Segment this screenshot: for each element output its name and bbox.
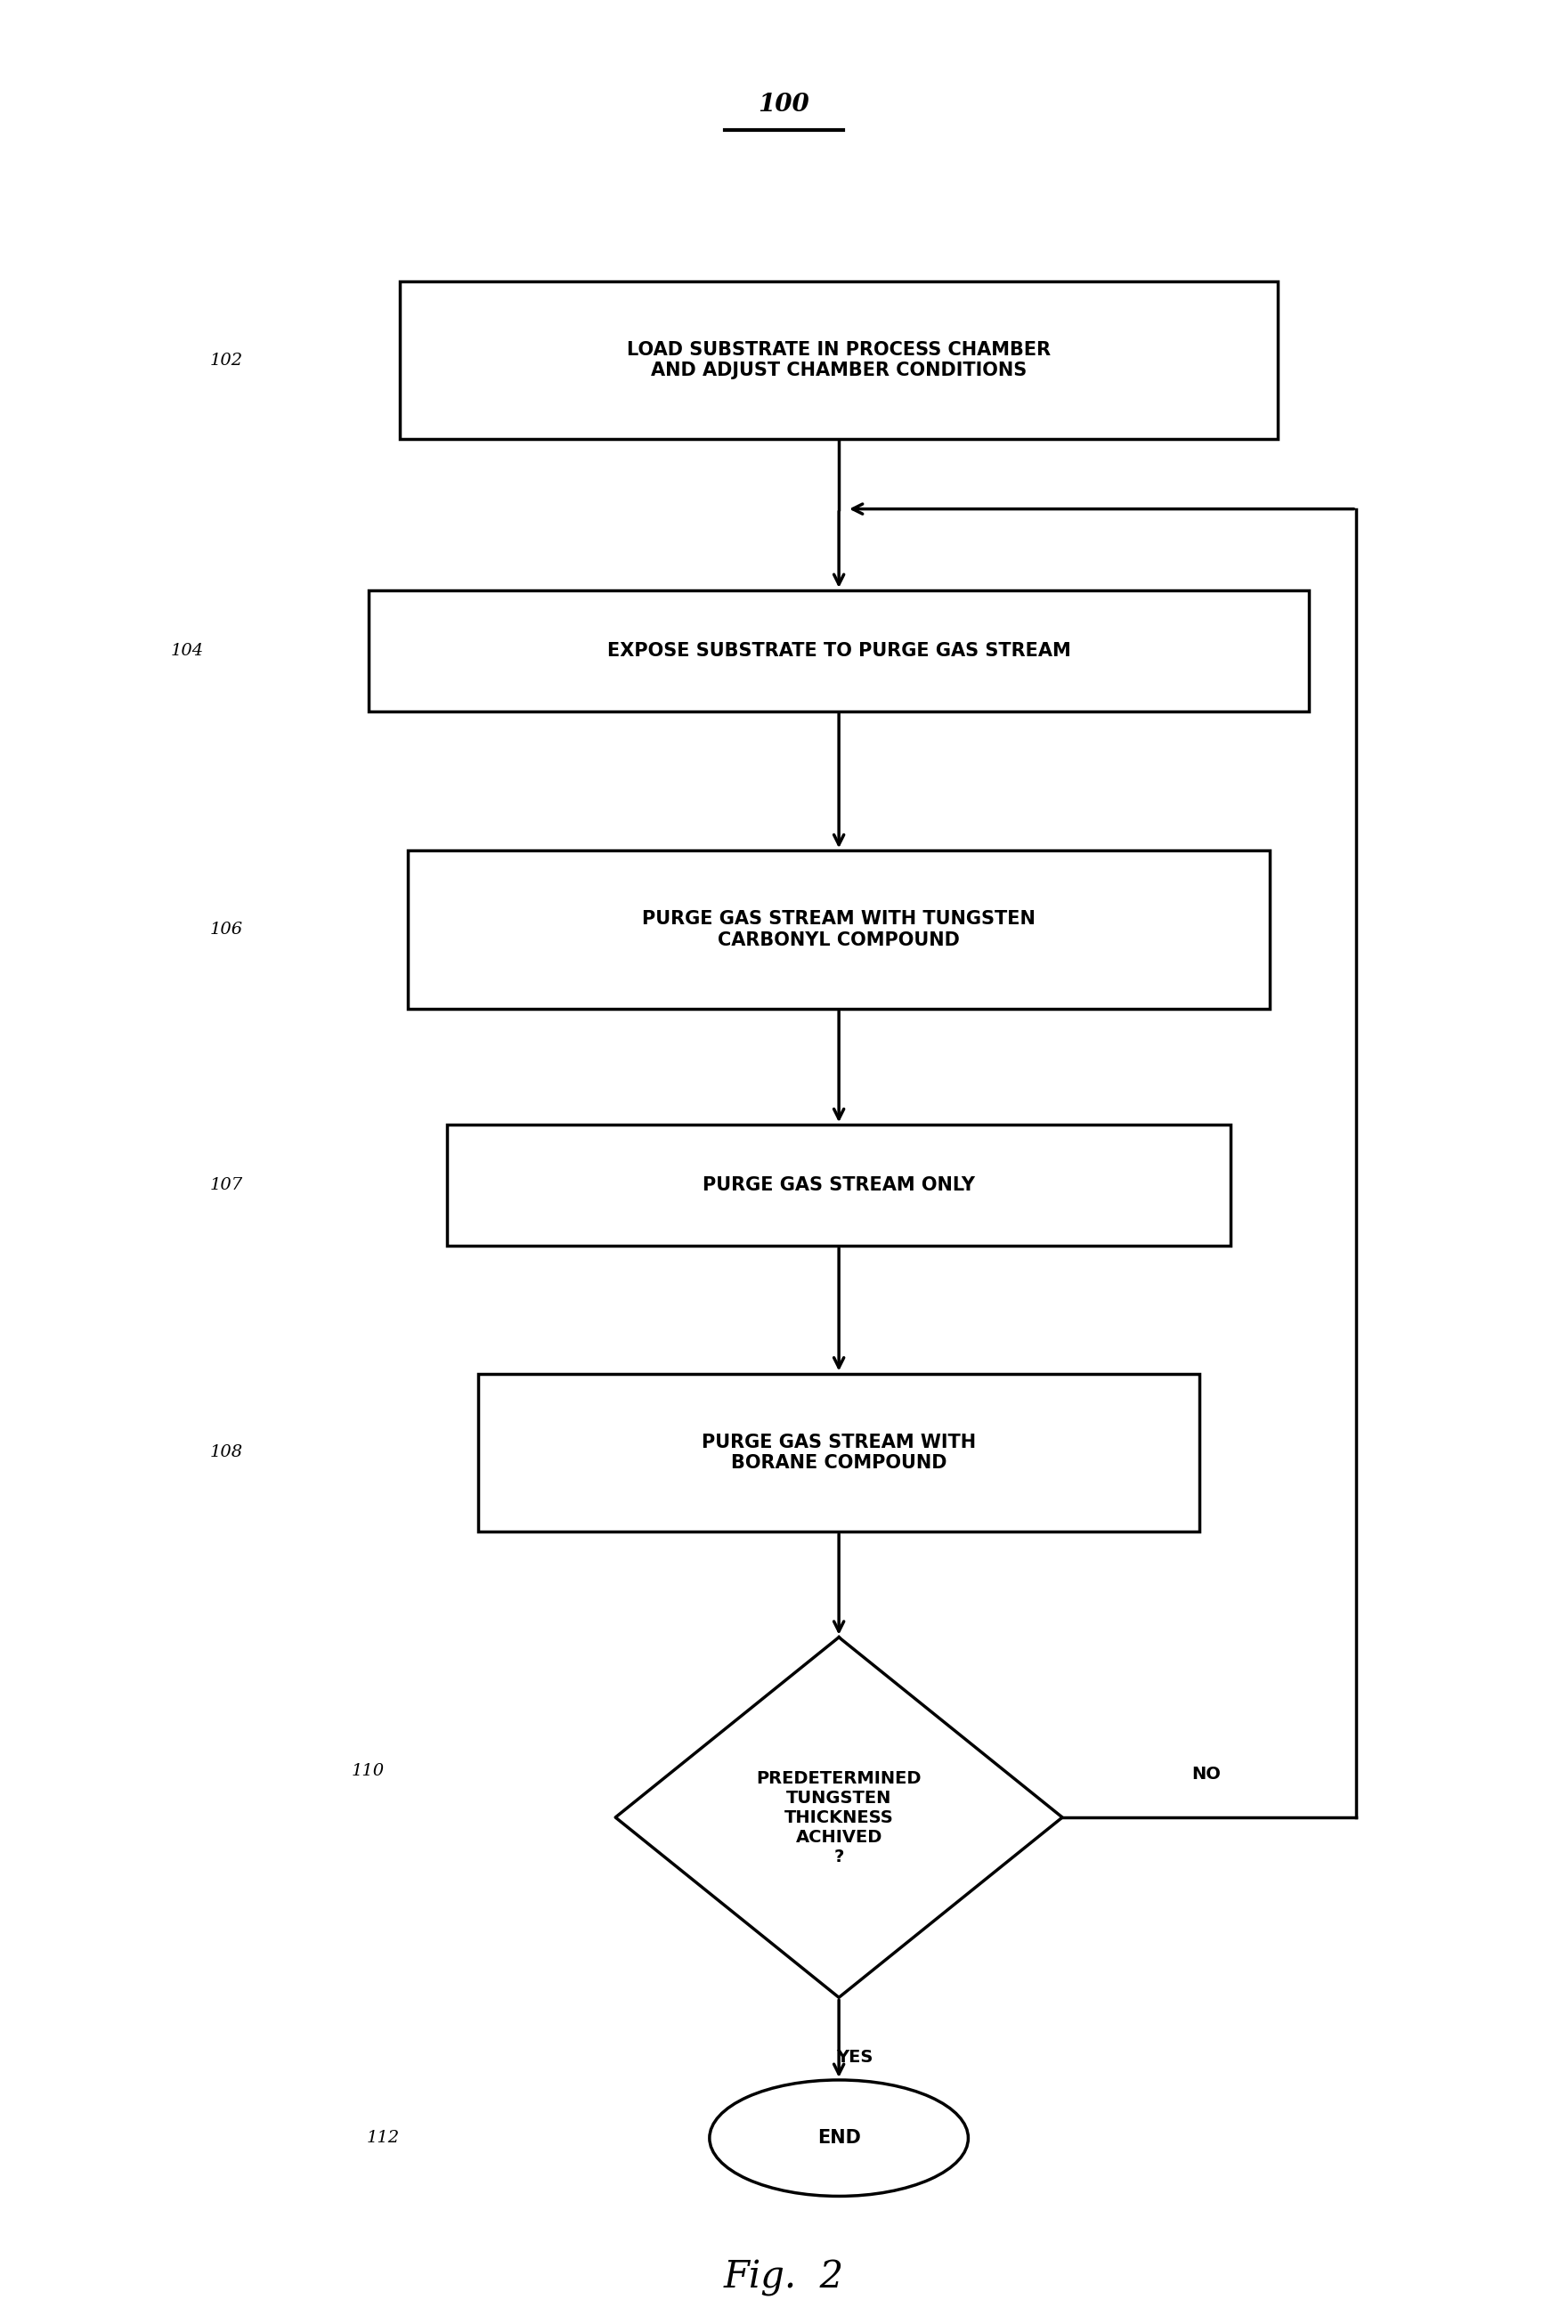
FancyBboxPatch shape — [408, 851, 1270, 1009]
Ellipse shape — [710, 2080, 969, 2196]
Text: 107: 107 — [210, 1178, 243, 1192]
FancyBboxPatch shape — [478, 1373, 1200, 1532]
FancyBboxPatch shape — [368, 590, 1309, 711]
Text: 112: 112 — [367, 2131, 400, 2145]
Text: 100: 100 — [759, 93, 809, 116]
Text: 102: 102 — [210, 353, 243, 367]
Text: 108: 108 — [210, 1446, 243, 1459]
Text: Fig.  2: Fig. 2 — [724, 2259, 844, 2296]
Text: PURGE GAS STREAM ONLY: PURGE GAS STREAM ONLY — [702, 1176, 975, 1195]
FancyBboxPatch shape — [447, 1125, 1231, 1246]
Text: 104: 104 — [171, 644, 204, 658]
Polygon shape — [616, 1636, 1063, 1996]
Text: PURGE GAS STREAM WITH
BORANE COMPOUND: PURGE GAS STREAM WITH BORANE COMPOUND — [702, 1434, 975, 1471]
Text: EXPOSE SUBSTRATE TO PURGE GAS STREAM: EXPOSE SUBSTRATE TO PURGE GAS STREAM — [607, 641, 1071, 660]
Text: END: END — [817, 2129, 861, 2147]
Text: 110: 110 — [351, 1764, 384, 1778]
Text: LOAD SUBSTRATE IN PROCESS CHAMBER
AND ADJUST CHAMBER CONDITIONS: LOAD SUBSTRATE IN PROCESS CHAMBER AND AD… — [627, 342, 1051, 379]
Text: NO: NO — [1192, 1766, 1221, 1783]
Text: PURGE GAS STREAM WITH TUNGSTEN
CARBONYL COMPOUND: PURGE GAS STREAM WITH TUNGSTEN CARBONYL … — [643, 911, 1035, 948]
FancyBboxPatch shape — [400, 281, 1278, 439]
Text: YES: YES — [836, 2050, 873, 2066]
Text: 106: 106 — [210, 923, 243, 937]
Text: PREDETERMINED
TUNGSTEN
THICKNESS
ACHIVED
?: PREDETERMINED TUNGSTEN THICKNESS ACHIVED… — [756, 1771, 922, 1864]
